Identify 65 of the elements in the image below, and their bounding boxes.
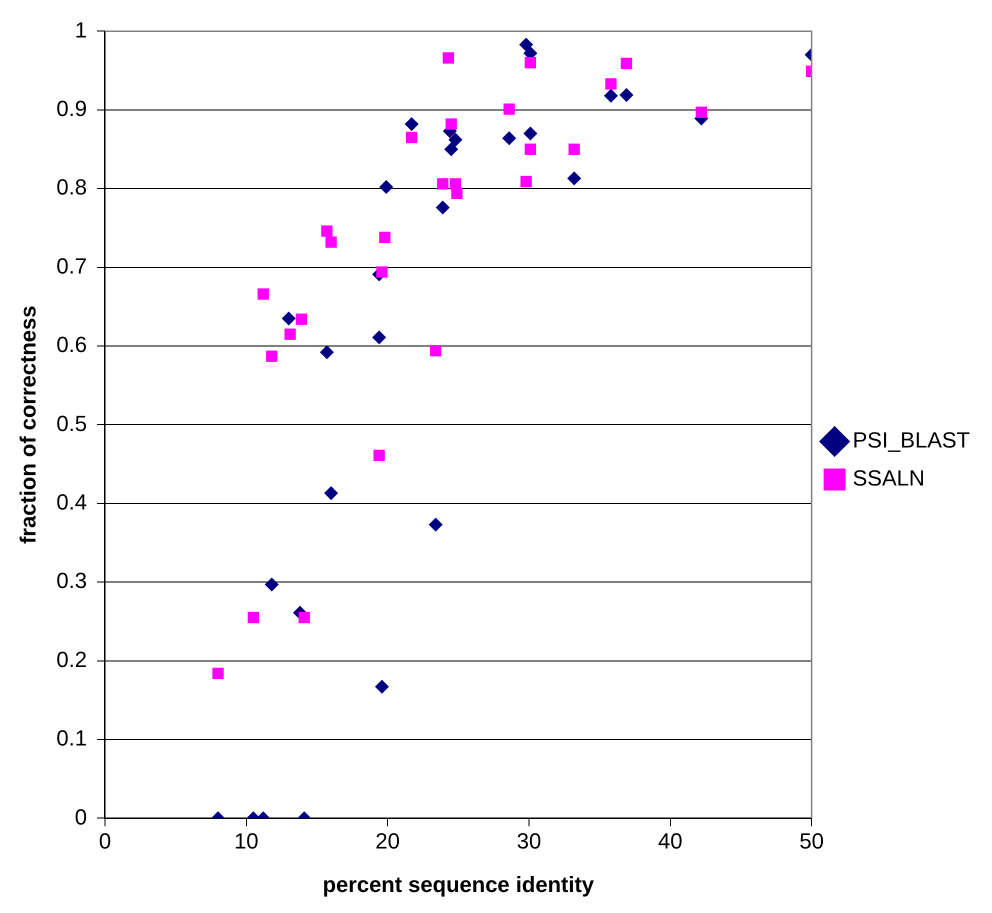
point (284, 328, 296, 340)
point (604, 88, 618, 103)
point (446, 118, 457, 130)
point (324, 486, 338, 500)
point (567, 171, 582, 186)
point (520, 176, 532, 188)
y-tick-label: 0.2 (56, 646, 87, 672)
point (296, 314, 308, 325)
y-tick-label: 0.5 (56, 410, 87, 436)
legend-label: PSI_BLAST (852, 428, 970, 453)
y-tick-label: 0.3 (56, 568, 87, 594)
y-tick-label: 0.8 (56, 174, 87, 200)
point (504, 103, 515, 115)
y-tick-label: 0 (74, 804, 87, 830)
point (258, 288, 269, 300)
point (320, 345, 334, 360)
point (519, 38, 534, 52)
y-tick-label: 0.9 (56, 96, 87, 121)
point (619, 88, 634, 102)
point (448, 132, 462, 147)
point (321, 225, 333, 237)
y-tick-label: 0.1 (56, 726, 87, 751)
point (212, 668, 224, 680)
point (605, 78, 617, 90)
point (282, 311, 296, 326)
point (620, 58, 632, 70)
x-tick-label: 10 (234, 828, 259, 854)
y-tick-label: 0.7 (56, 253, 87, 278)
point (428, 518, 443, 532)
x-tick-label: 40 (658, 828, 683, 854)
point (524, 144, 536, 155)
y-tick-label: 0.6 (56, 332, 87, 358)
point (379, 180, 394, 194)
point (376, 266, 388, 278)
x-tick-label: 50 (799, 828, 824, 854)
point (404, 117, 419, 132)
legend-label: SSALN (852, 466, 925, 491)
point (372, 330, 386, 344)
point (444, 142, 458, 156)
y-axis-title: fraction of correctness (15, 305, 40, 544)
point (406, 132, 418, 144)
y-tick-label: 1 (74, 17, 87, 42)
point (325, 236, 337, 248)
point (248, 612, 260, 624)
point (696, 106, 708, 118)
x-axis-title: percent sequence identity (322, 872, 595, 897)
point (568, 144, 580, 155)
point (436, 200, 450, 214)
x-tick-label: 20 (375, 828, 400, 854)
point (266, 350, 278, 362)
point (451, 188, 463, 199)
point (437, 178, 448, 190)
point (502, 131, 516, 146)
point (298, 612, 310, 624)
x-tick-label: 0 (98, 828, 112, 854)
point (374, 680, 389, 694)
y-tick-label: 0.4 (56, 489, 87, 514)
point (442, 52, 454, 64)
point (373, 450, 385, 462)
point (523, 126, 538, 141)
point (430, 345, 442, 356)
point (379, 232, 390, 244)
point (264, 577, 279, 592)
point (524, 57, 536, 68)
x-tick-label: 30 (516, 828, 542, 854)
